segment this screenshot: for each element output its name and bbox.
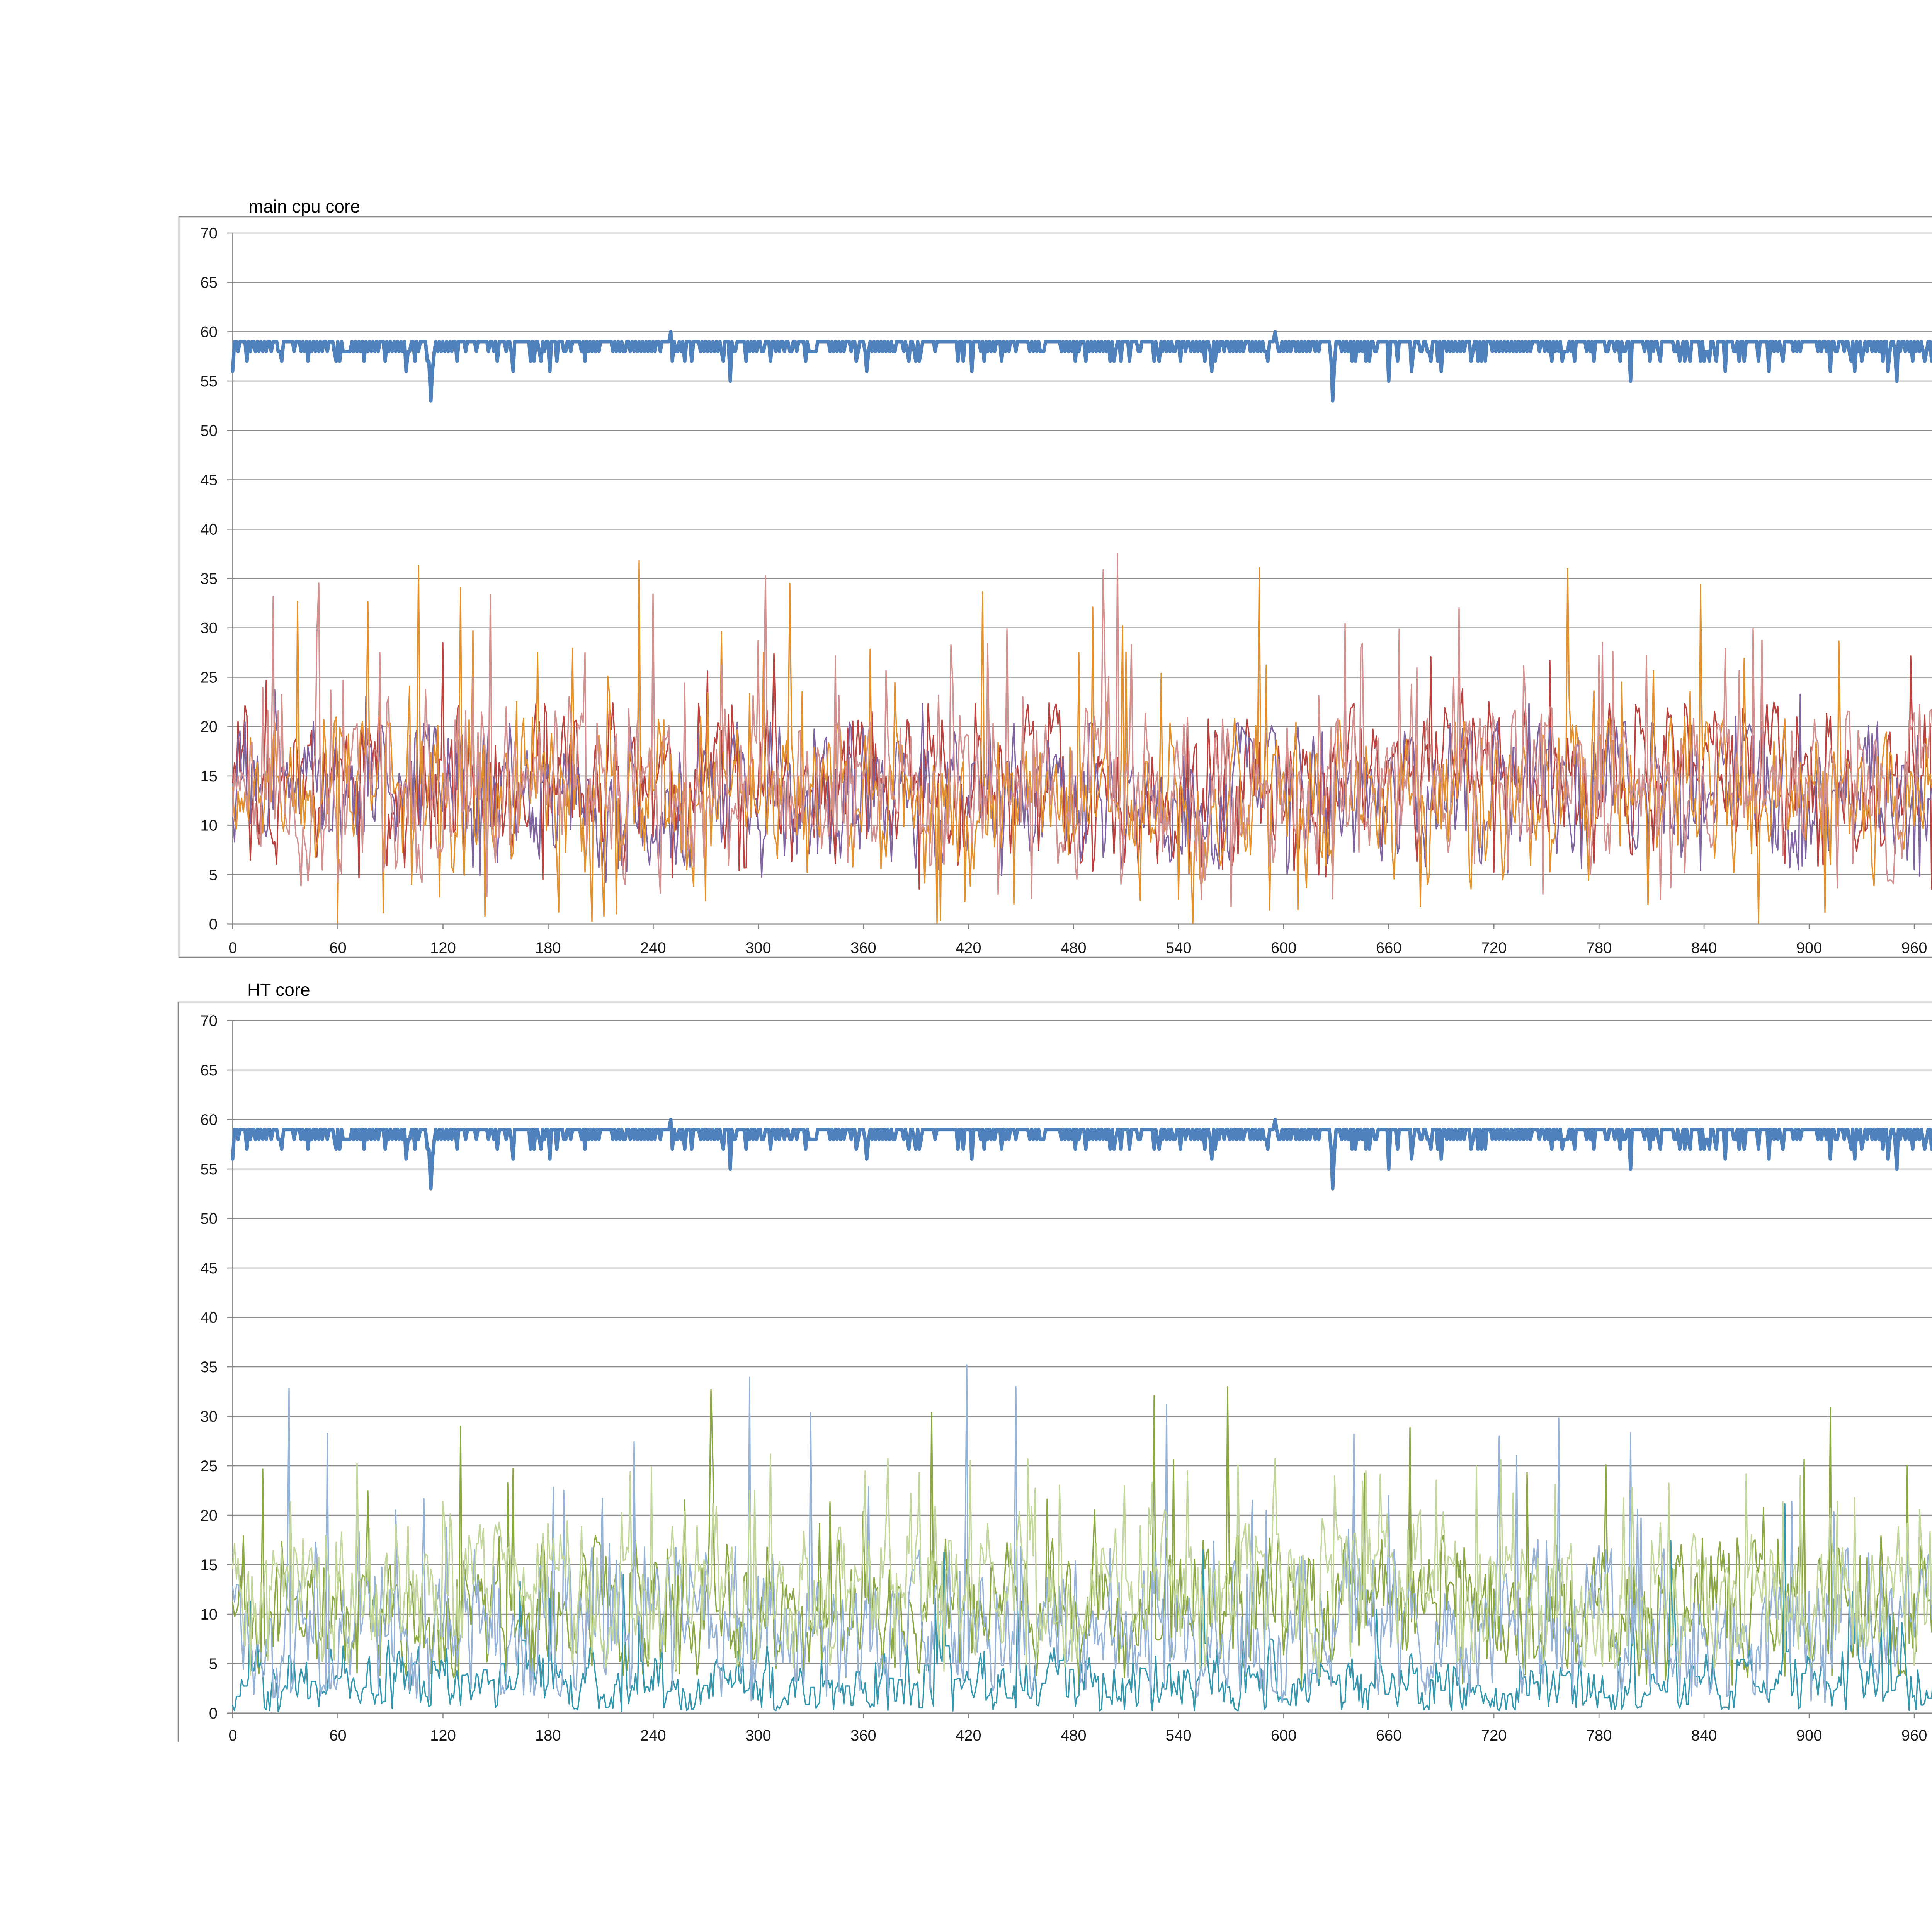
svg-text:360: 360: [850, 1727, 876, 1744]
svg-text:900: 900: [1796, 939, 1822, 956]
svg-text:300: 300: [745, 1727, 771, 1744]
svg-text:180: 180: [535, 1727, 561, 1744]
svg-text:120: 120: [430, 939, 456, 956]
svg-text:240: 240: [640, 939, 666, 956]
svg-text:50: 50: [201, 1210, 218, 1227]
svg-text:840: 840: [1691, 939, 1717, 956]
svg-text:HT core: HT core: [247, 980, 310, 1000]
svg-text:60: 60: [329, 1727, 347, 1744]
svg-text:120: 120: [430, 1727, 456, 1744]
svg-text:720: 720: [1481, 939, 1507, 956]
svg-text:300: 300: [745, 939, 771, 956]
svg-text:70: 70: [201, 225, 218, 242]
svg-text:15: 15: [201, 768, 218, 785]
svg-text:720: 720: [1481, 1727, 1507, 1744]
svg-text:10: 10: [201, 1606, 218, 1623]
svg-text:15: 15: [201, 1557, 218, 1574]
svg-text:10: 10: [201, 817, 218, 834]
svg-text:0: 0: [228, 1727, 237, 1744]
svg-text:780: 780: [1586, 939, 1612, 956]
svg-text:180: 180: [535, 939, 561, 956]
svg-text:600: 600: [1271, 1727, 1297, 1744]
svg-text:960: 960: [1901, 1727, 1927, 1744]
svg-text:960: 960: [1901, 939, 1927, 956]
svg-text:540: 540: [1166, 1727, 1192, 1744]
svg-text:60: 60: [201, 323, 218, 340]
svg-text:50: 50: [201, 422, 218, 439]
svg-text:360: 360: [850, 939, 876, 956]
svg-text:70: 70: [201, 1012, 218, 1029]
svg-text:240: 240: [640, 1727, 666, 1744]
svg-text:660: 660: [1376, 939, 1402, 956]
svg-text:25: 25: [201, 669, 218, 686]
svg-text:5: 5: [209, 1656, 218, 1673]
svg-text:60: 60: [201, 1111, 218, 1128]
svg-text:65: 65: [201, 274, 218, 291]
svg-text:5: 5: [209, 866, 218, 883]
svg-text:20: 20: [201, 718, 218, 735]
svg-text:420: 420: [956, 1727, 981, 1744]
svg-text:40: 40: [201, 1309, 218, 1326]
svg-text:35: 35: [201, 1359, 218, 1376]
svg-text:0: 0: [209, 916, 218, 933]
svg-text:540: 540: [1166, 939, 1192, 956]
svg-text:480: 480: [1061, 1727, 1087, 1744]
svg-text:main cpu core: main cpu core: [248, 196, 360, 216]
svg-text:780: 780: [1586, 1727, 1612, 1744]
svg-text:65: 65: [201, 1062, 218, 1079]
svg-text:0: 0: [228, 939, 237, 956]
svg-text:840: 840: [1691, 1727, 1717, 1744]
svg-text:25: 25: [201, 1458, 218, 1475]
svg-text:30: 30: [201, 620, 218, 637]
svg-text:480: 480: [1061, 939, 1087, 956]
svg-text:0: 0: [209, 1705, 218, 1722]
svg-text:45: 45: [201, 1260, 218, 1277]
svg-text:60: 60: [329, 939, 347, 956]
svg-text:55: 55: [201, 373, 218, 390]
svg-text:600: 600: [1271, 939, 1297, 956]
svg-text:55: 55: [201, 1161, 218, 1178]
svg-text:420: 420: [956, 939, 981, 956]
svg-text:660: 660: [1376, 1727, 1402, 1744]
svg-text:35: 35: [201, 570, 218, 587]
svg-text:45: 45: [201, 472, 218, 489]
svg-text:900: 900: [1796, 1727, 1822, 1744]
svg-text:40: 40: [201, 521, 218, 538]
svg-text:20: 20: [201, 1507, 218, 1524]
svg-text:30: 30: [201, 1408, 218, 1425]
